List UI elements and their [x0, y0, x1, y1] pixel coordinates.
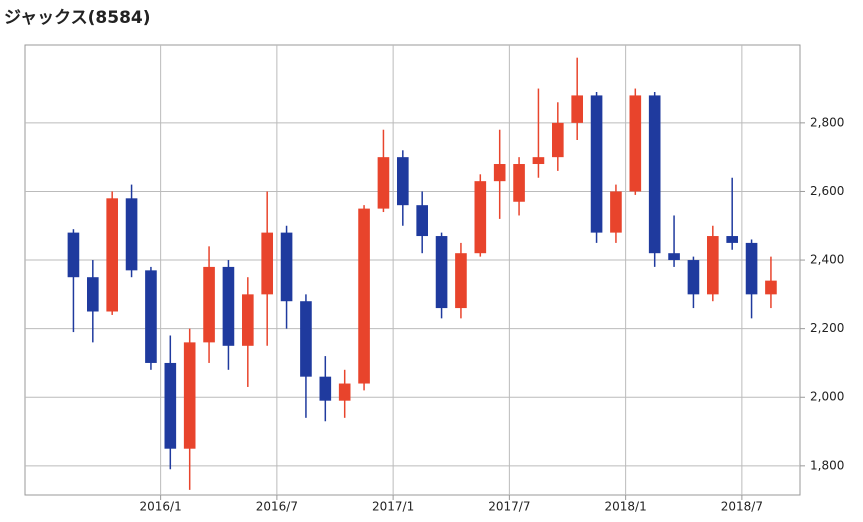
- candle-body: [338, 383, 351, 401]
- candle-body: [300, 301, 312, 377]
- candle-body: [668, 253, 680, 261]
- candle-body: [590, 95, 603, 233]
- candle-body: [145, 270, 157, 363]
- candle-body: [455, 253, 467, 309]
- candle-body: [435, 236, 448, 309]
- x-tick-label: 2017/1: [372, 500, 414, 514]
- candle-body: [726, 236, 738, 243]
- candle-body: [610, 191, 622, 233]
- candle-body: [552, 122, 564, 158]
- x-tick-label: 2016/1: [140, 500, 182, 514]
- candle-body: [397, 157, 409, 206]
- candle-body: [416, 205, 428, 237]
- candle-body: [707, 236, 719, 295]
- candle-body: [261, 232, 273, 295]
- x-tick-label: 2018/1: [605, 500, 647, 514]
- candle-body: [319, 376, 332, 401]
- y-tick-label: 2,000: [810, 390, 844, 404]
- y-tick-label: 1,800: [810, 458, 844, 472]
- y-tick-label: 2,200: [810, 321, 844, 335]
- candle-body: [125, 198, 138, 271]
- candle-body: [164, 362, 177, 449]
- candle-body: [474, 181, 487, 254]
- x-tick-label: 2017/7: [488, 500, 530, 514]
- candle-body: [242, 294, 254, 346]
- x-tick-label: 2018/7: [721, 500, 763, 514]
- x-tick-label: 2016/7: [256, 500, 298, 514]
- plot-frame: [24, 44, 801, 496]
- y-tick-label: 2,400: [810, 253, 844, 267]
- chart-title: ジャックス(8584): [4, 8, 151, 28]
- candle-body: [280, 232, 293, 302]
- candle-body: [513, 164, 525, 202]
- candle-body: [183, 342, 196, 449]
- candle-body: [532, 157, 545, 165]
- candle-body: [203, 266, 215, 343]
- candle-body: [358, 208, 370, 384]
- candle-body: [687, 260, 700, 295]
- candle-body: [571, 95, 583, 123]
- candle-body: [106, 198, 118, 312]
- candle-body: [493, 164, 506, 182]
- candle-body: [377, 157, 390, 209]
- candle-body: [648, 95, 661, 254]
- candle-body: [629, 95, 642, 192]
- candle-body: [67, 232, 80, 278]
- candle-body: [765, 280, 777, 295]
- y-tick-label: 2,800: [810, 115, 844, 129]
- candle-body: [745, 242, 758, 295]
- candle-body: [222, 266, 235, 346]
- y-tick-label: 2,600: [810, 184, 844, 198]
- candle-body: [87, 277, 99, 312]
